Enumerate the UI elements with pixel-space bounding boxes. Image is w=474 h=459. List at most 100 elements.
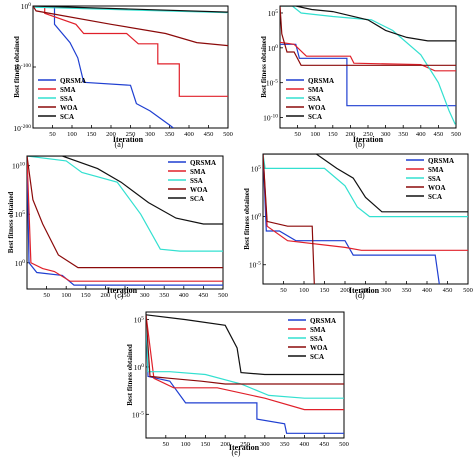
x-tick-label: 100 — [61, 292, 71, 299]
legend-label-woa: WOA — [310, 344, 328, 352]
y-tick-label: 10-5 — [249, 261, 261, 270]
legend-label-ssa: SSA — [190, 177, 203, 185]
series-lines — [33, 6, 228, 128]
x-tick-label: 450 — [319, 441, 329, 448]
x-tick-label: 50 — [43, 292, 50, 299]
series-line-sca — [27, 156, 223, 225]
x-tick-label: 450 — [199, 292, 209, 299]
x-tick-label: 50 — [280, 287, 287, 294]
chart-panel-4: 50 100 150 200 250 300 350 400 450 500 105 100 10-5 I… — [243, 153, 473, 300]
y-tick-label: 1010 — [12, 162, 25, 171]
y-tick-label: 10-100 — [13, 63, 31, 72]
legend-label-qrsma: QRSMA — [310, 317, 336, 325]
legend-label-ssa: SSA — [310, 335, 323, 343]
x-tick-label: 400 — [179, 292, 189, 299]
legend-label-qrsma: QRSMA — [190, 159, 216, 167]
panel-label: (b) — [355, 140, 365, 149]
y-tick-label: 10-5 — [266, 79, 278, 88]
y-tick-label: 100 — [268, 44, 279, 53]
legend-label-woa: WOA — [60, 104, 78, 112]
x-tick-label: 300 — [260, 441, 270, 448]
series-line-qrsma — [33, 6, 174, 128]
y-tick-label: 105 — [268, 9, 279, 18]
x-tick-label: 500 — [463, 287, 473, 294]
legend-label-ssa: SSA — [308, 95, 321, 103]
x-tick-label: 200 — [340, 287, 350, 294]
x-tick-label: 350 — [402, 287, 412, 294]
x-tick-label: 250 — [361, 287, 371, 294]
y-tick-label: 105 — [251, 164, 262, 173]
x-tick-label: 250 — [240, 441, 250, 448]
x-tick-label: 200 — [106, 131, 116, 138]
series-line-woa — [146, 314, 344, 385]
panel-label: (a) — [115, 140, 124, 149]
x-tick-label: 50 — [294, 131, 301, 138]
x-axis-label: Iteration — [229, 443, 260, 452]
panel-label: (d) — [355, 291, 365, 300]
x-tick-label: 500 — [339, 441, 349, 448]
y-tick-label: 105 — [134, 316, 145, 325]
x-tick-label: 200 — [346, 131, 356, 138]
x-tick-label: 200 — [101, 292, 111, 299]
chart-panel-1: 50 100 150 200 250 300 350 400 450 500 100 10-100 10… — [13, 2, 233, 149]
x-tick-label: 200 — [220, 441, 230, 448]
x-tick-label: 450 — [204, 131, 214, 138]
x-tick-label: 350 — [398, 131, 408, 138]
series-lines — [146, 314, 344, 434]
series-line-ssa — [146, 314, 344, 399]
series-line-qrsma — [27, 156, 223, 286]
series-line-sca — [263, 154, 468, 213]
x-tick-label: 500 — [223, 131, 233, 138]
legend-label-qrsma: QRSMA — [428, 157, 454, 165]
x-tick-label: 100 — [299, 287, 309, 294]
series-lines — [263, 154, 468, 284]
legend-label-sma: SMA — [190, 168, 206, 176]
chart-panel-3: 50 100 150 200 250 300 350 400 450 500 1010 105 100 I… — [7, 155, 228, 300]
x-tick-label: 300 — [140, 292, 150, 299]
x-tick-label: 150 — [328, 131, 338, 138]
panel-label: (c) — [115, 291, 124, 300]
series-line-sca — [146, 314, 344, 376]
x-tick-label: 100 — [181, 441, 191, 448]
x-tick-label: 300 — [145, 131, 155, 138]
y-tick-label: 100 — [251, 213, 262, 222]
legend-label-sma: SMA — [60, 86, 76, 94]
series-line-qrsma — [146, 314, 344, 434]
legend-label-qrsma: QRSMA — [60, 77, 86, 85]
series-lines — [280, 6, 456, 125]
x-tick-label: 350 — [159, 292, 169, 299]
x-tick-label: 250 — [120, 292, 130, 299]
x-axis-label: Iteration — [349, 286, 380, 295]
chart-panels: 50 100 150 200 250 300 350 400 450 500 100 10-100 10… — [7, 2, 473, 457]
series-line-ssa — [263, 154, 468, 218]
x-tick-label: 50 — [163, 441, 170, 448]
series-line-qrsma — [280, 43, 456, 107]
x-tick-label: 450 — [434, 131, 444, 138]
legend-label-sca: SCA — [310, 353, 324, 361]
x-axis-label: Iteration — [107, 286, 138, 295]
x-tick-label: 350 — [165, 131, 175, 138]
y-tick-label: 10-200 — [13, 124, 31, 133]
x-tick-label: 150 — [81, 292, 91, 299]
x-tick-label: 450 — [443, 287, 453, 294]
y-tick-label: 10-5 — [132, 410, 144, 419]
series-line-woa — [27, 156, 223, 269]
series-line-woa — [280, 6, 456, 66]
y-tick-label: 100 — [21, 2, 32, 11]
x-tick-label: 150 — [320, 287, 330, 294]
series-line-ssa — [33, 6, 228, 14]
series-line-sca — [33, 6, 228, 13]
series-line-woa — [33, 6, 228, 47]
legend-label-sma: SMA — [308, 86, 324, 94]
x-tick-label: 150 — [201, 441, 211, 448]
legend-label-sma: SMA — [428, 166, 444, 174]
x-tick-label: 400 — [184, 131, 194, 138]
legend-label-sca: SCA — [60, 113, 74, 121]
y-tick-label: 100 — [134, 363, 145, 372]
y-tick-label: 105 — [15, 210, 26, 219]
